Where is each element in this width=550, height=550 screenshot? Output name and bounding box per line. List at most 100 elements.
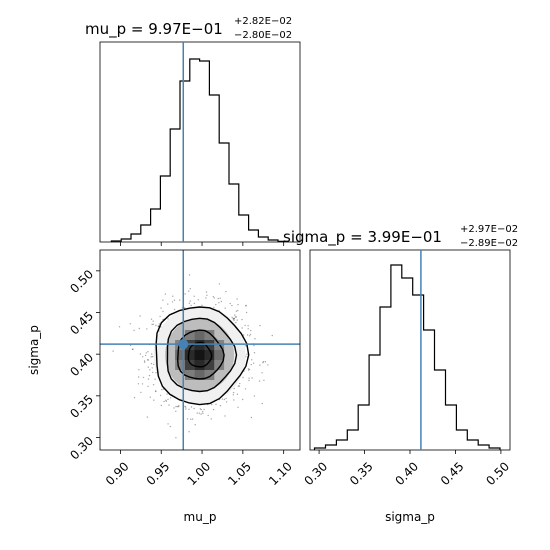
joint-sample-point [251,359,253,361]
joint-sample-point [194,424,196,426]
joint-sample-point [259,364,261,366]
joint-sample-point [250,416,253,419]
joint-sample-point [201,411,204,413]
joint-sample-point [224,415,226,417]
joint-sample-point [157,325,159,327]
joint-density-cell [204,360,215,370]
joint-sample-point [143,361,146,363]
sigma-p-hist-frame [309,249,511,451]
joint-density-cell [184,370,195,380]
joint-frame [99,249,301,451]
joint-sample-point [112,350,114,352]
sigma-p-hist-xtick-label: 0.45 [438,459,467,488]
joint-sample-point [237,406,239,408]
joint-sample-point [232,391,235,394]
joint-sample-point [175,405,177,408]
mu-p-title-value: 9.97E−01 [148,20,223,38]
joint-sample-point [165,399,167,401]
joint-sample-point [225,397,227,400]
joint-sample-point [184,405,186,408]
joint-sample-point [170,397,172,399]
joint-sample-point [132,348,134,350]
mu-p-title: mu_p = 9.97E−01 +2.82E−02 −2.80E−02 [85,16,292,41]
joint-sample-point [233,317,235,320]
joint-sample-point [207,414,209,417]
joint-sample-point [142,356,144,358]
joint-sample-point [155,324,157,327]
joint-sample-point [147,359,149,361]
joint-density-cell [184,360,195,370]
joint-sample-point [151,367,153,369]
joint-sample-point [232,318,235,320]
joint-sample-point [262,361,265,363]
joint-sample-point [224,307,226,309]
joint-sample-point [146,328,148,330]
joint-sample-point [166,393,168,395]
joint-sample-point [236,298,238,300]
joint-sample-point [188,274,191,276]
joint-sample-point [193,302,196,305]
joint-density-cell [194,360,205,370]
joint-xtick-label: 0.90 [103,459,132,488]
joint-sample-point [212,296,214,298]
joint-sample-point [148,374,151,377]
joint-sample-point [233,399,235,401]
mu-p-histogram-step [110,58,289,242]
joint-sample-point [188,408,190,410]
joint-sample-point [241,318,243,321]
joint-sample-point [178,405,180,407]
joint-sample-point [235,316,238,318]
joint-sample-point [248,369,250,371]
joint-sample-point [160,404,162,407]
joint-sample-point [210,418,212,420]
joint-sample-point [250,363,252,366]
joint-sample-point [218,283,221,285]
joint-sample-point [141,383,144,385]
joint-sample-point [246,334,249,336]
joint-sample-point [249,333,252,336]
joint-sample-point [248,377,250,379]
joint-density-cell [175,350,185,360]
sigma-p-title-minus: −2.89E−02 [460,238,518,249]
joint-xtick-label: 1.00 [184,459,213,488]
joint-sample-point [218,302,220,304]
joint-sample-point [152,384,155,386]
joint-sample-point [245,305,247,307]
joint-sample-point [155,372,157,374]
joint-sample-point [147,378,150,380]
joint-sample-point [215,303,217,306]
joint-sample-point [245,304,247,307]
joint-sample-point [234,314,236,316]
joint-sample-point [190,304,192,307]
joint-sample-point [220,300,223,303]
joint-sample-point [231,316,233,318]
joint-sample-point [196,412,198,414]
joint-sample-point [152,320,154,322]
joint-sample-point [152,323,154,325]
joint-sample-point [263,379,265,381]
joint-density-cell [194,370,205,380]
joint-sample-point [234,316,237,318]
joint-sample-point [246,353,248,355]
joint-xtick-label: 1.05 [225,459,254,488]
joint-sample-point [235,310,238,312]
joint-sample-point [229,302,231,305]
joint-sample-point [232,317,234,320]
joint-sample-point [253,344,255,347]
joint-sample-point [147,351,149,353]
joint-sample-point [161,388,163,391]
joint-sample-point [189,288,191,290]
joint-sample-point [241,327,243,329]
joint-sample-point [261,372,263,374]
joint-sample-point [206,294,208,296]
joint-sample-point [167,303,169,305]
joint-density-cell [175,360,185,370]
joint-sample-point [221,398,224,400]
joint-sample-point [271,334,273,337]
joint-sample-point [150,356,152,358]
joint-sample-point [237,385,240,387]
joint-sample-point [190,406,193,408]
joint-sample-point [150,318,153,320]
mu-p-hist-frame [99,41,301,243]
joint-sample-point [262,361,264,364]
